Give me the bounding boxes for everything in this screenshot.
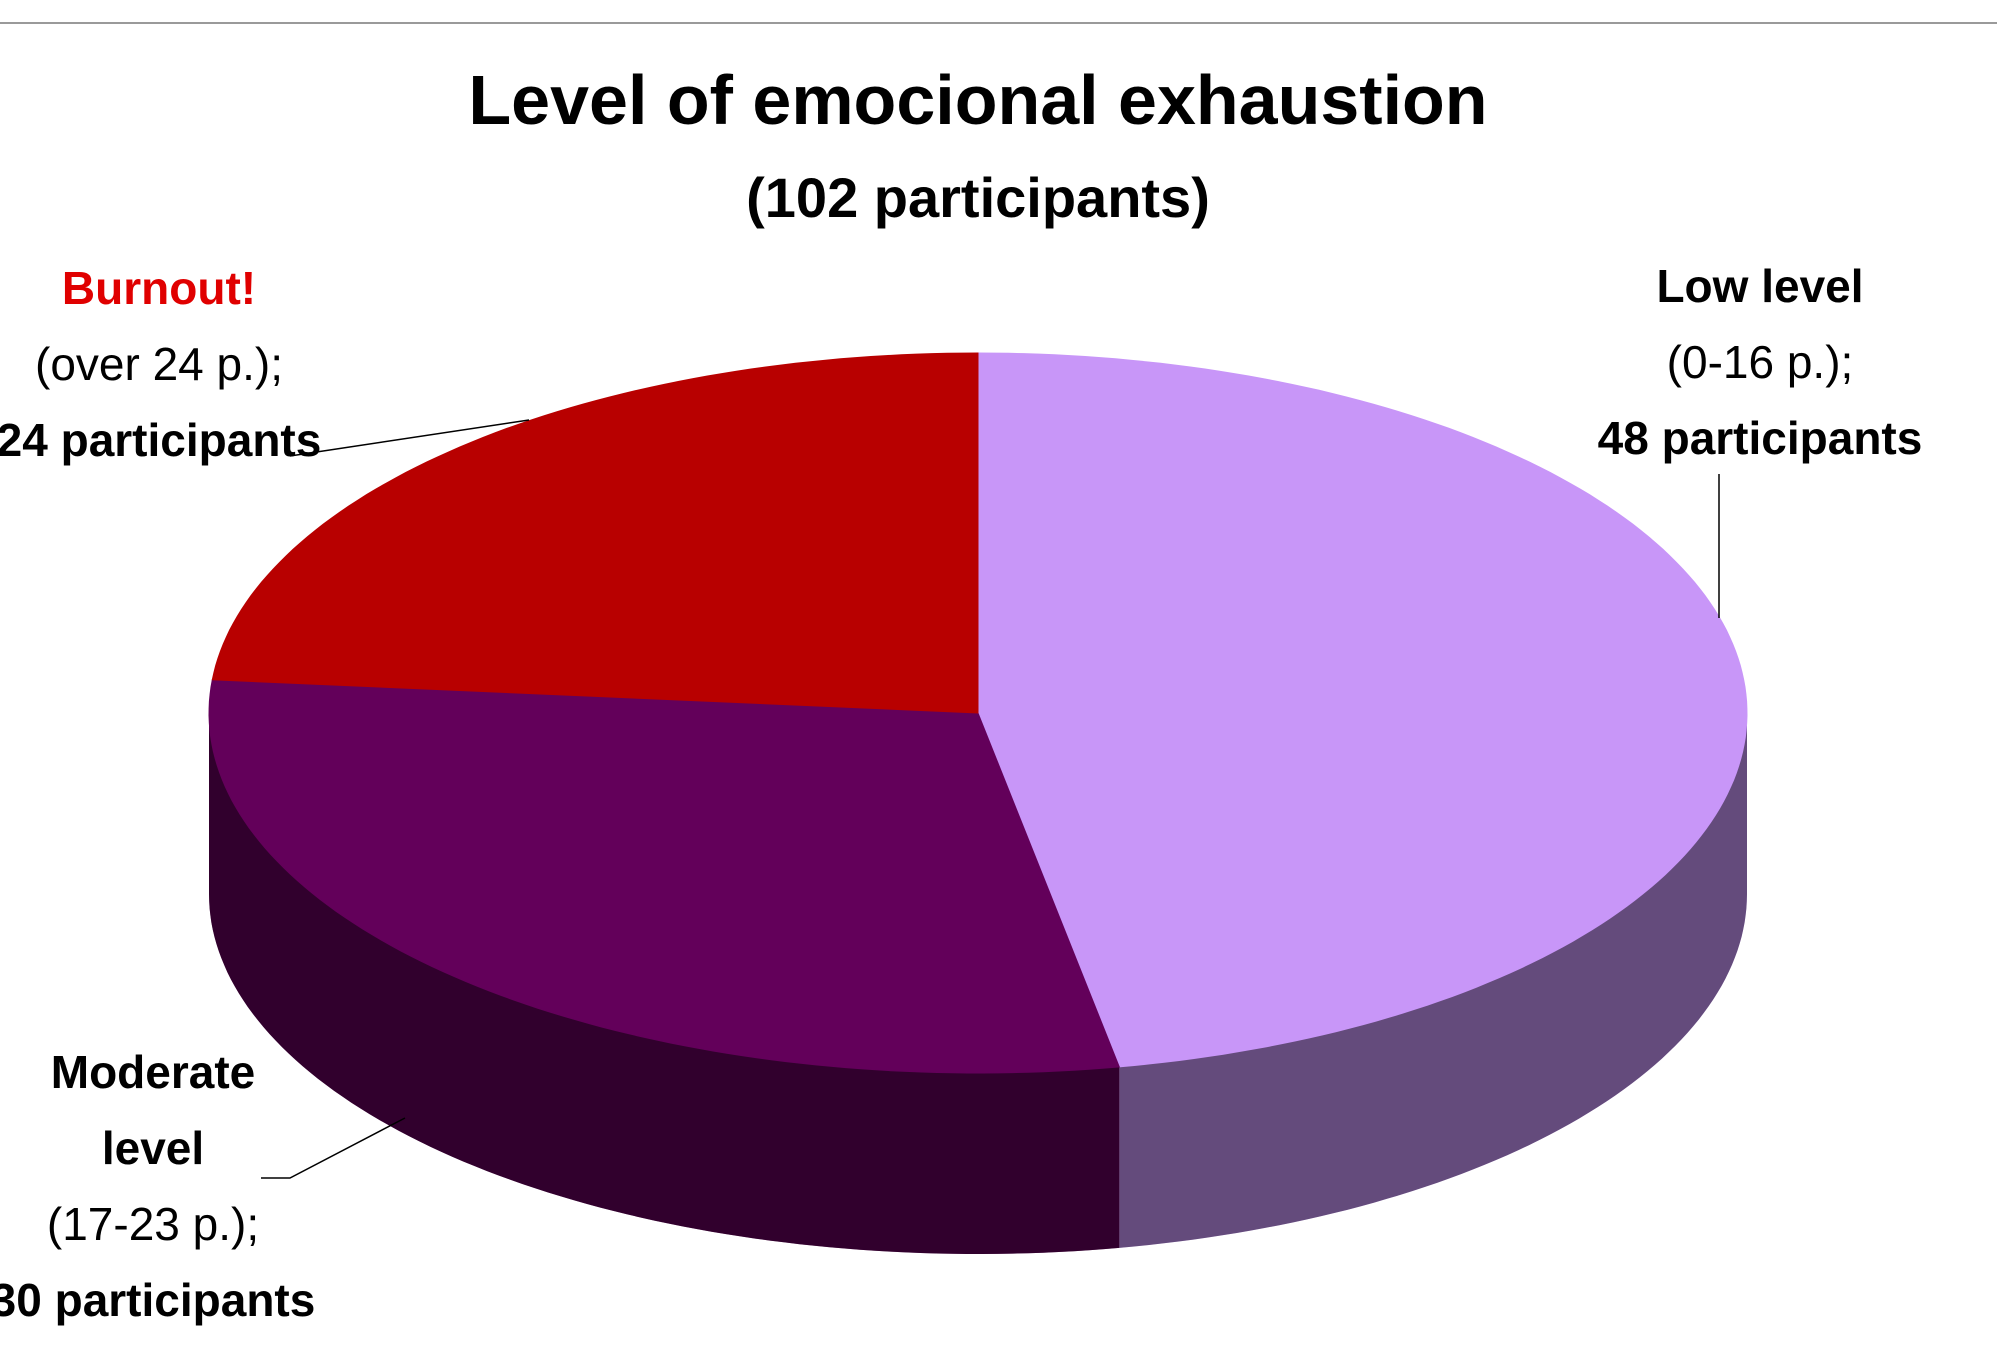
range-label: (0-16 p.);: [1666, 336, 1854, 388]
category-label: Moderate level: [50, 1046, 256, 1174]
value-label: 48 participants: [1597, 412, 1923, 464]
slice-side-shade: [1119, 713, 1747, 1248]
chart-title: Level of emocional exhaustion: [468, 61, 1487, 139]
slice-label: Burnout! (over 24 p.); 24 participants: [0, 250, 359, 478]
category-label: Burnout!: [61, 262, 257, 314]
slice: [977, 352, 1748, 1068]
slice: [208, 679, 1121, 1074]
value-label: 24 participants: [0, 414, 322, 466]
slice-label: Low level (0-16 p.); 48 participants: [1560, 248, 1960, 476]
leader-line: [261, 1117, 406, 1179]
category-label: Low level: [1656, 260, 1864, 312]
slice: [211, 352, 979, 714]
leader-line: [289, 419, 530, 457]
slice-side-shade: [209, 713, 1120, 1254]
pie: [208, 352, 1748, 1254]
slice-label: Moderate level (17-23 p.); 30 participan…: [0, 1034, 315, 1338]
value-label: 30 participants: [0, 1274, 316, 1326]
range-label: (17-23 p.);: [46, 1198, 260, 1250]
range-label: (over 24 p.);: [35, 338, 283, 390]
chart-subtitle: (102 participants): [746, 166, 1210, 229]
